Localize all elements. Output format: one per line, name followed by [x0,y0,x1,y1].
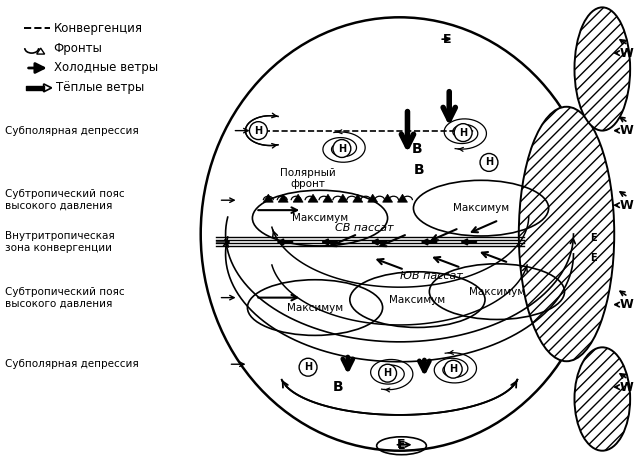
Polygon shape [353,194,363,202]
Text: E: E [590,253,597,263]
Text: Максимум: Максимум [389,295,445,304]
Text: Внутритропическая
зона конвергенции: Внутритропическая зона конвергенции [5,231,114,253]
Text: ЮВ пассат: ЮВ пассат [400,271,463,281]
Text: Полярный
фронт: Полярный фронт [280,167,336,189]
Text: W: W [619,46,633,60]
Text: W: W [619,124,633,137]
Text: Субтропический пояс
высокого давления: Субтропический пояс высокого давления [5,287,125,309]
Text: Максимум: Максимум [453,203,509,213]
Polygon shape [367,194,378,202]
Circle shape [379,364,397,382]
Text: E: E [397,438,406,451]
Text: H: H [338,144,346,153]
Polygon shape [308,194,318,202]
Ellipse shape [201,17,598,451]
Polygon shape [338,194,348,202]
Text: H: H [449,364,458,374]
Circle shape [299,358,317,376]
Text: Холодные ветры: Холодные ветры [54,61,158,75]
Text: Тёплые ветры: Тёплые ветры [56,82,144,94]
Polygon shape [383,194,392,202]
Text: Фронты: Фронты [54,42,102,54]
Polygon shape [293,194,303,202]
Text: H: H [485,158,493,167]
Text: Максимум: Максимум [469,287,525,297]
Text: Субполярная депрессия: Субполярная депрессия [5,359,139,369]
Text: W: W [619,199,633,212]
Polygon shape [278,194,288,202]
Text: Субполярная депрессия: Субполярная депрессия [5,126,139,136]
Text: Конвергенция: Конвергенция [54,22,142,35]
Text: Максимум: Максимум [292,213,348,223]
Text: В: В [332,380,343,394]
Text: E: E [397,441,405,451]
Circle shape [480,153,498,171]
Circle shape [333,140,351,158]
Text: E: E [443,33,452,45]
Text: Максимум: Максимум [287,303,343,312]
Text: H: H [254,126,263,136]
Ellipse shape [519,107,614,361]
Text: СВ пассат: СВ пассат [335,223,394,233]
Circle shape [454,124,472,142]
Text: H: H [459,128,467,137]
Polygon shape [323,194,333,202]
Ellipse shape [574,348,630,451]
Polygon shape [263,194,273,202]
Circle shape [249,121,267,140]
Text: E: E [590,233,597,243]
Text: H: H [304,362,312,372]
Text: W: W [619,380,633,393]
Text: Субтропический пояс
высокого давления: Субтропический пояс высокого давления [5,189,125,211]
Text: W: W [619,298,633,311]
Ellipse shape [574,8,630,131]
Circle shape [444,360,462,378]
Text: В: В [412,142,423,156]
Text: H: H [383,368,392,378]
Text: В: В [414,163,425,177]
Polygon shape [397,194,408,202]
